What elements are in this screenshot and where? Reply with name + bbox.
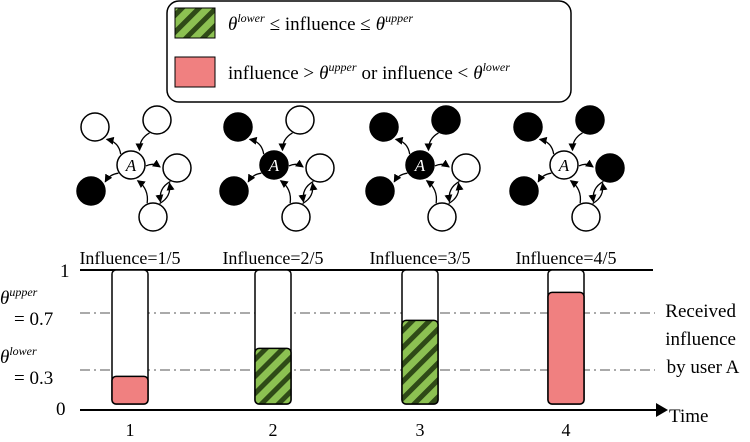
influenced-node bbox=[509, 176, 539, 206]
bar-value-label: Influence=3/5 bbox=[369, 248, 470, 268]
legend-box bbox=[166, 0, 572, 103]
influenced-node bbox=[223, 112, 253, 142]
uninfluenced-node bbox=[427, 202, 457, 232]
upper-threshold-value: = 0.7 bbox=[14, 309, 53, 330]
network-edge bbox=[592, 182, 608, 205]
network-edge bbox=[145, 159, 161, 168]
network-edge bbox=[288, 159, 304, 168]
network-edge bbox=[424, 132, 439, 152]
uninfluenced-node bbox=[142, 105, 172, 135]
network-snapshot: A bbox=[365, 105, 481, 232]
lower-threshold-value: = 0.3 bbox=[14, 368, 53, 389]
lower-threshold-label: θlower bbox=[0, 344, 37, 368]
user-a-node bbox=[259, 150, 289, 180]
network-edge bbox=[248, 136, 265, 155]
network-edge bbox=[569, 180, 582, 204]
legend-outside-text: influence > θupper or influence < θlower bbox=[228, 60, 510, 84]
influenced-node bbox=[431, 105, 461, 135]
influenced-node bbox=[575, 105, 605, 135]
bar-fill bbox=[547, 291, 585, 405]
network-edge bbox=[394, 136, 411, 155]
bar-fill bbox=[111, 375, 149, 405]
uninfluenced-node bbox=[285, 105, 315, 135]
user-a-node bbox=[116, 150, 146, 180]
time-label: Time bbox=[669, 406, 708, 427]
user-a-label: A bbox=[558, 156, 570, 175]
bar-value-label: Influence=2/5 bbox=[222, 248, 323, 268]
uninfluenced-node bbox=[451, 153, 481, 183]
x-tick-label: 2 bbox=[269, 420, 278, 437]
network-edge bbox=[159, 182, 175, 205]
uninfluenced-node bbox=[80, 112, 110, 142]
network-edge bbox=[568, 132, 583, 152]
influenced-node bbox=[76, 176, 106, 206]
y-tick-0: 0 bbox=[56, 399, 66, 420]
bar-value-label: Influence=4/5 bbox=[515, 248, 616, 268]
network-edge bbox=[302, 182, 318, 205]
bar-fill bbox=[254, 347, 292, 405]
bars: Influence=1/5 1 Influence=2/5 2 Influence=3/… bbox=[79, 248, 616, 440]
network-edge bbox=[393, 172, 408, 183]
x-tick-label: 3 bbox=[416, 420, 425, 437]
user-a-label: A bbox=[414, 156, 426, 175]
influenced-node bbox=[219, 176, 249, 206]
network-snapshot: A bbox=[509, 105, 625, 232]
uninfluenced-node bbox=[571, 202, 601, 232]
network-edge bbox=[104, 172, 119, 183]
network-edge bbox=[537, 172, 552, 183]
uninfluenced-node bbox=[305, 153, 335, 183]
user-a-node bbox=[405, 150, 435, 180]
network-edge bbox=[136, 180, 149, 204]
network-edge bbox=[135, 132, 150, 152]
uninfluenced-node bbox=[138, 202, 168, 232]
network-edge bbox=[578, 159, 594, 168]
x-tick-label: 4 bbox=[562, 420, 571, 437]
user-a-label: A bbox=[125, 156, 137, 175]
influenced-node bbox=[513, 112, 543, 142]
influenced-node bbox=[369, 112, 399, 142]
user-a-label: A bbox=[268, 156, 280, 175]
influence-chart: 1 0 θupper = 0.7 θlower = 0.3 Time Recei… bbox=[0, 248, 740, 440]
network-edge bbox=[538, 136, 555, 155]
influenced-node bbox=[595, 153, 625, 183]
network-snapshot: A bbox=[76, 105, 192, 232]
network-snapshot: A bbox=[219, 105, 335, 232]
user-a-node bbox=[549, 150, 579, 180]
y-tick-1: 1 bbox=[60, 261, 70, 282]
network-edge bbox=[448, 182, 464, 205]
network-edge bbox=[279, 180, 292, 204]
network-edge bbox=[434, 159, 450, 168]
network-edge bbox=[278, 132, 293, 152]
upper-threshold-label: θupper bbox=[0, 285, 38, 309]
bar-value-label: Influence=1/5 bbox=[79, 248, 180, 268]
influenced-node bbox=[365, 176, 395, 206]
uninfluenced-node bbox=[281, 202, 311, 232]
time-axis-arrowhead bbox=[656, 403, 668, 417]
received-influence-label: Received influence by user A bbox=[665, 301, 740, 378]
network-edge bbox=[425, 180, 438, 204]
bar-fill bbox=[401, 319, 439, 405]
x-tick-label: 1 bbox=[126, 420, 135, 437]
legend: θlower ≤ influence ≤ θupper influence > θup… bbox=[166, 0, 572, 103]
legend-within-swatch bbox=[174, 7, 216, 39]
legend-within-text: θlower ≤ influence ≤ θupper bbox=[228, 11, 413, 35]
network-edge bbox=[247, 172, 262, 183]
legend-outside-swatch bbox=[174, 56, 216, 88]
uninfluenced-node bbox=[162, 153, 192, 183]
network-edge bbox=[105, 136, 122, 155]
